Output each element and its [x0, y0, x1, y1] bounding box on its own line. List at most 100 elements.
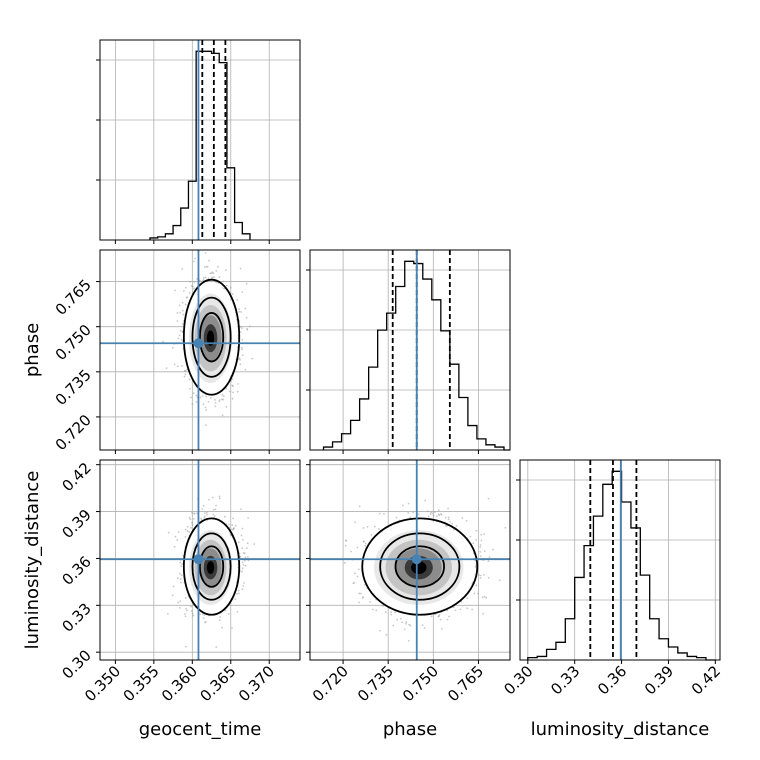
sample-point: [218, 619, 221, 622]
sample-point: [437, 615, 440, 618]
sample-point: [225, 284, 228, 287]
sample-point: [478, 574, 480, 576]
sample-point: [359, 592, 362, 595]
sample-point: [481, 596, 484, 599]
sample-point: [219, 616, 221, 618]
sample-point: [405, 622, 407, 625]
sample-point: [184, 373, 187, 376]
sample-point: [243, 552, 246, 555]
sample-point: [231, 626, 233, 629]
sample-point: [473, 592, 476, 595]
sample-point: [239, 358, 241, 361]
sample-point: [222, 280, 225, 283]
sample-point: [245, 282, 248, 285]
sample-point: [385, 633, 388, 636]
sample-point: [237, 589, 240, 592]
sample-point: [440, 512, 442, 515]
sample-point: [480, 533, 483, 536]
x-tick-label: 0.350: [81, 662, 124, 705]
sample-point: [205, 409, 208, 411]
sample-point: [471, 608, 474, 611]
sample-point: [487, 560, 490, 562]
sample-point: [350, 550, 352, 553]
panel-frame: [309, 459, 511, 661]
sample-point: [218, 276, 221, 279]
sample-point: [204, 251, 207, 254]
sample-point: [190, 605, 192, 608]
sample-point: [191, 521, 193, 524]
x-tick-label: 0.355: [120, 662, 163, 705]
sample-point: [201, 508, 204, 510]
sample-point: [465, 519, 468, 522]
x-axis-label-phase: phase: [383, 719, 437, 740]
sample-point: [181, 301, 184, 304]
sample-point: [189, 518, 192, 521]
sample-point: [218, 495, 221, 498]
sample-point: [208, 259, 210, 262]
sample-point: [412, 511, 415, 514]
sample-point: [181, 309, 184, 312]
sample-point: [212, 508, 215, 511]
sample-point: [424, 499, 427, 502]
sample-point: [253, 543, 256, 545]
sample-point: [215, 646, 218, 649]
sample-point: [182, 313, 185, 316]
sample-point: [244, 564, 247, 567]
sample-point: [358, 592, 361, 595]
sample-point: [172, 585, 175, 588]
sample-point: [189, 387, 191, 390]
sample-point: [242, 538, 244, 541]
sample-point: [239, 267, 242, 270]
sample-point: [221, 626, 223, 629]
sample-point: [205, 265, 208, 268]
sample-point: [469, 535, 472, 538]
sample-point: [210, 272, 213, 275]
sample-point: [390, 611, 392, 613]
sample-point: [358, 505, 361, 508]
sample-point: [188, 516, 191, 519]
sample-point: [378, 528, 380, 530]
sample-point: [192, 614, 195, 617]
sample-point: [182, 289, 185, 292]
contour-line: [198, 312, 225, 363]
sample-point: [438, 614, 441, 616]
sample-point: [455, 524, 458, 527]
sample-point: [205, 395, 208, 398]
sample-point: [221, 393, 224, 396]
sample-point: [196, 512, 198, 515]
sample-point: [364, 542, 367, 545]
x-tick-label: 0.360: [158, 662, 201, 705]
sample-point: [176, 312, 179, 314]
sample-point: [192, 287, 195, 290]
sample-point: [222, 398, 225, 401]
sample-point: [179, 606, 181, 609]
histogram-geocent_time: [149, 50, 251, 240]
sample-point: [215, 269, 218, 272]
x-tick-label: 0.720: [309, 662, 352, 705]
sample-point: [483, 595, 486, 598]
x-tick-label: 0.370: [235, 662, 278, 705]
contour-line: [191, 532, 232, 601]
sample-point: [241, 588, 244, 591]
sample-point: [477, 592, 480, 595]
sample-point: [461, 517, 464, 519]
sample-point: [204, 512, 206, 515]
sample-point: [184, 303, 187, 306]
sample-point: [184, 597, 187, 599]
x-tick-label: 0.39: [641, 662, 677, 698]
x-tick-label: 0.765: [444, 662, 487, 705]
y-tick-label: 0.735: [52, 366, 95, 409]
sample-point: [408, 623, 411, 626]
panel-frame: [99, 39, 301, 241]
density-level: [206, 330, 215, 346]
sample-point: [183, 613, 186, 615]
sample-point: [228, 523, 230, 526]
sample-point: [204, 424, 207, 427]
sample-point: [242, 585, 245, 587]
sample-point: [188, 291, 191, 294]
sample-point: [236, 610, 239, 613]
sample-point: [191, 403, 194, 406]
sample-point: [343, 561, 346, 564]
sample-point: [407, 639, 410, 642]
sample-point: [394, 611, 396, 614]
